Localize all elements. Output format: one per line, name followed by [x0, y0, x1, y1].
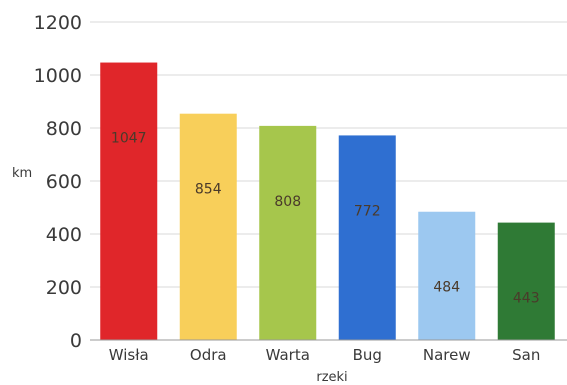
gridlines [90, 21, 567, 288]
bar [497, 222, 555, 340]
y-axis-label: km [12, 166, 32, 181]
x-tick-label: Wisła [109, 346, 149, 364]
y-tick-label: 1200 [34, 12, 82, 34]
y-tick-label: 600 [46, 171, 82, 193]
bar [338, 135, 396, 340]
bar [259, 125, 317, 340]
y-tick-label: 1000 [34, 65, 82, 87]
value-labels: 1047 854 808 772 484 443 [111, 131, 540, 307]
x-axis-ticks: Wisła Odra Warta Bug Narew San [109, 346, 541, 364]
y-axis-ticks: 0 200 400 600 800 1000 1200 [34, 12, 82, 352]
bars [100, 62, 555, 341]
bar-value-label: 854 [195, 182, 222, 198]
bar-value-label: 443 [513, 291, 540, 307]
x-tick-label: Bug [353, 346, 382, 364]
x-axis-label: rzeki [316, 370, 347, 385]
bar [100, 62, 158, 341]
y-tick-label: 800 [46, 118, 82, 140]
x-tick-label: Narew [423, 346, 471, 364]
x-tick-label: Odra [190, 346, 227, 364]
x-tick-label: Warta [266, 346, 310, 364]
y-tick-label: 200 [46, 277, 82, 299]
y-tick-label: 400 [46, 224, 82, 246]
y-tick-label: 0 [70, 330, 82, 352]
bar-value-label: 1047 [111, 131, 147, 147]
bar-value-label: 772 [354, 203, 381, 219]
bar-value-label: 808 [274, 194, 301, 210]
x-tick-label: San [512, 346, 540, 364]
bar [179, 113, 237, 340]
bar [418, 211, 476, 340]
bar-value-label: 484 [433, 280, 460, 296]
